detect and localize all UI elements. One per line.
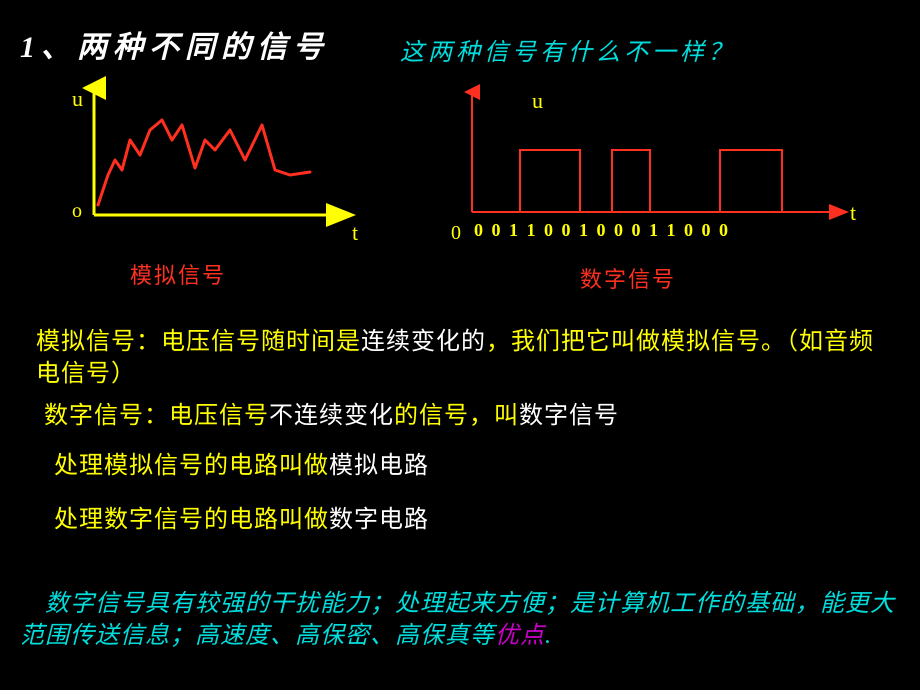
definition-analog: 模拟信号：电压信号随时间是连续变化的，我们把它叫做模拟信号。（如音频电信号） [36,326,876,391]
analog-circuit-text: 处理模拟信号的电路叫做模拟电路 [54,450,429,482]
digital-o-label: 0 [451,222,461,245]
digital-wave [472,150,825,212]
digital-circuit-text: 处理数字信号的电路叫做数字电路 [54,504,429,536]
digital-u-label: u [532,88,543,114]
footer-text: 数字信号具有较强的干扰能力；处理起来方便；是计算机工作的基础，能更大范围传送信息… [20,588,910,653]
digital-t-label: t [850,200,856,226]
digital-bits: 0 0 1 1 0 0 1 0 0 0 1 1 0 0 0 [474,220,730,241]
digital-caption: 数字信号 [580,262,676,294]
digital-chart [0,0,920,300]
definition-digital: 数字信号：电压信号不连续变化的信号，叫数字信号 [44,400,619,432]
